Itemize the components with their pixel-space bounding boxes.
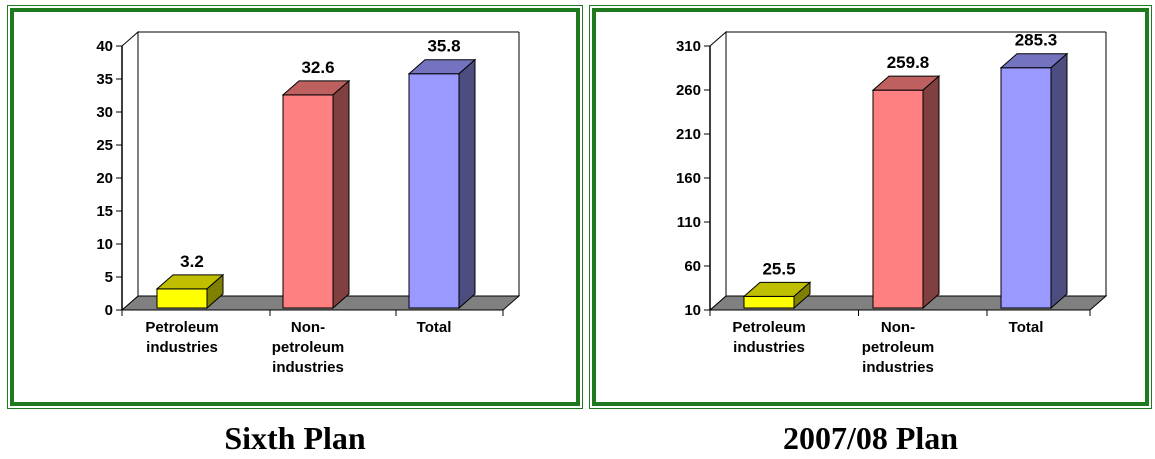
y-tick-label: 25 bbox=[96, 137, 113, 154]
x-category-label: industries bbox=[862, 359, 934, 376]
bar-front bbox=[156, 288, 208, 309]
data-label: 35.8 bbox=[427, 37, 460, 56]
x-category-label: Non- bbox=[881, 319, 915, 336]
data-label: 32.6 bbox=[301, 58, 334, 77]
chart-panel-sixth-plan: 0 5 10 15 20 25 30 35 40 3.2 Petroleum industries 32… bbox=[7, 5, 583, 409]
data-label: 25.5 bbox=[762, 259, 795, 278]
bar-side bbox=[922, 75, 940, 310]
chart-panel-2007-08-plan: 10 60 110 160 210 260 310 25.5 Petroleum industri… bbox=[589, 5, 1152, 409]
y-tick-label: 60 bbox=[684, 258, 701, 275]
bar-side bbox=[206, 273, 224, 310]
y-tick-label: 0 bbox=[105, 302, 113, 319]
x-category-label: Petroleum bbox=[145, 319, 218, 336]
y-tick-label: 40 bbox=[96, 38, 113, 55]
y-tick-label: 310 bbox=[676, 38, 701, 55]
chart-title-sixth-plan: Sixth Plan bbox=[224, 420, 366, 456]
bar-front bbox=[743, 295, 795, 309]
bar-0 bbox=[742, 281, 812, 310]
bar-side bbox=[793, 281, 811, 310]
x-category-label: Petroleum bbox=[732, 319, 805, 336]
bar-front bbox=[282, 94, 334, 309]
y-tick-label: 110 bbox=[677, 214, 701, 231]
y-tick-label: 10 bbox=[96, 236, 113, 253]
data-label: 3.2 bbox=[180, 252, 204, 271]
data-label: 259.8 bbox=[887, 53, 930, 72]
x-category-label: industries bbox=[272, 359, 344, 376]
x-category-label: Total bbox=[1009, 319, 1044, 336]
y-tick-label: 160 bbox=[676, 170, 701, 187]
bar-side bbox=[458, 58, 476, 310]
data-label: 285.3 bbox=[1015, 31, 1058, 50]
bar-2 bbox=[407, 58, 477, 310]
y-tick-label: 5 bbox=[105, 269, 113, 286]
bar-1 bbox=[871, 75, 941, 310]
bar-front bbox=[408, 73, 460, 309]
bar-0 bbox=[155, 273, 225, 310]
y-tick-label: 210 bbox=[676, 126, 701, 143]
bar-chart-sixth-plan: 0 5 10 15 20 25 30 35 40 3.2 Petroleum industries 32… bbox=[96, 30, 521, 376]
y-tick-label: 260 bbox=[676, 82, 701, 99]
y-tick-label: 20 bbox=[96, 170, 113, 187]
x-category-label: petroleum bbox=[862, 339, 935, 356]
bar-front bbox=[872, 89, 924, 309]
x-category-label: industries bbox=[733, 339, 805, 356]
bar-1 bbox=[281, 79, 351, 310]
chart-title-2007-08-plan: 2007/08 Plan bbox=[782, 420, 959, 456]
x-category-label: Total bbox=[417, 319, 452, 336]
bar-side bbox=[1050, 52, 1068, 310]
bar-side bbox=[332, 79, 350, 310]
x-category-label: Non- bbox=[291, 319, 325, 336]
y-tick-label: 35 bbox=[96, 71, 113, 88]
x-category-label: petroleum bbox=[272, 339, 345, 356]
x-category-label: industries bbox=[146, 339, 218, 356]
chart-side-wall bbox=[709, 30, 727, 312]
bar-chart-2007-08-plan: 10 60 110 160 210 260 310 25.5 Petroleum industri… bbox=[676, 30, 1108, 376]
y-tick-label: 30 bbox=[96, 104, 113, 121]
y-tick-label: 10 bbox=[684, 302, 701, 319]
chart-side-wall bbox=[121, 30, 139, 312]
bar-front bbox=[1000, 67, 1052, 309]
y-tick-label: 15 bbox=[96, 203, 113, 220]
bar-2 bbox=[999, 52, 1069, 310]
